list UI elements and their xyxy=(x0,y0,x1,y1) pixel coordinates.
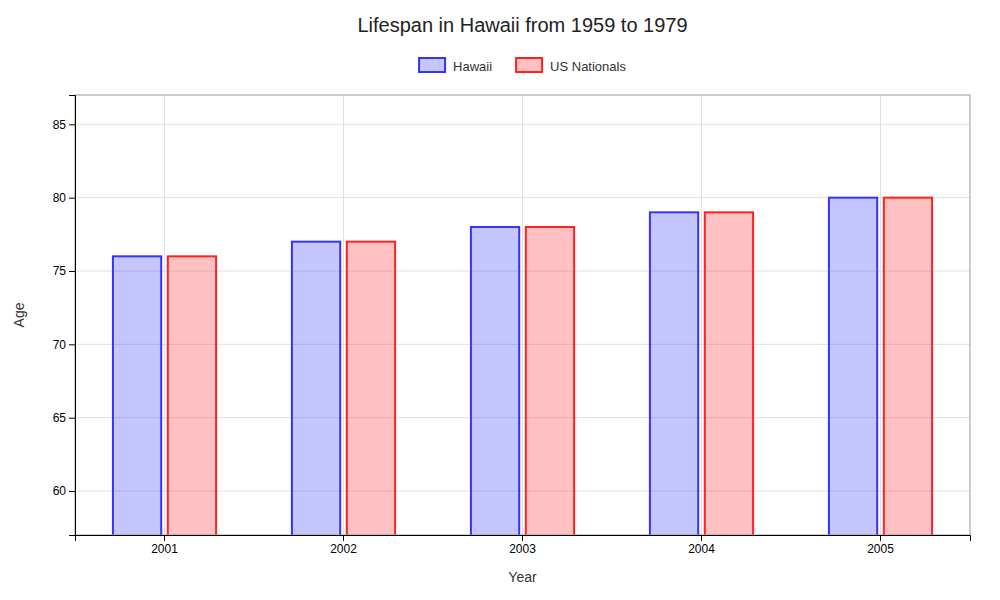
tick-label: 60 xyxy=(53,484,67,498)
grid-line-x xyxy=(164,95,165,535)
y-tick: 85 xyxy=(53,118,75,132)
bar xyxy=(884,198,932,535)
bar-series xyxy=(168,198,932,535)
y-tick: 70 xyxy=(53,338,75,352)
tick-mark xyxy=(880,535,881,541)
grid-line-x xyxy=(522,95,523,535)
tick-label: 2005 xyxy=(867,542,894,556)
bar-series xyxy=(113,198,877,535)
y-axis-label: Age xyxy=(11,302,27,327)
tick-label: 2001 xyxy=(151,542,178,556)
x-tick: 2003 xyxy=(509,535,536,556)
tick-label: 85 xyxy=(53,118,67,132)
bar xyxy=(829,198,877,535)
x-axis-label: Year xyxy=(508,569,537,585)
bar xyxy=(526,227,574,535)
tick-label: 65 xyxy=(53,411,67,425)
tick-mark xyxy=(69,271,75,272)
tick-label: 2003 xyxy=(509,542,536,556)
x-tick: 2001 xyxy=(151,535,178,556)
tick-mark xyxy=(701,535,702,541)
x-tick: 2002 xyxy=(330,535,357,556)
y-axis: 60 65 70 75 80 85 xyxy=(53,96,76,536)
tick-label: 70 xyxy=(53,338,67,352)
bar xyxy=(650,212,698,535)
bar xyxy=(113,256,161,535)
tick-label: 75 xyxy=(53,264,67,278)
bar xyxy=(347,242,395,535)
axis-line xyxy=(76,536,971,542)
legend-swatch xyxy=(516,58,542,72)
bar xyxy=(471,227,519,535)
plot-area: 2001 2002 2003 2004 2005 60 65 70 75 80 85 xyxy=(53,95,971,600)
legend-label: Hawaii xyxy=(453,59,492,74)
legend-item: Hawaii xyxy=(419,58,492,74)
tick-mark xyxy=(522,535,523,541)
axis-line xyxy=(69,96,76,536)
tick-mark xyxy=(69,491,75,492)
y-tick: 75 xyxy=(53,264,75,278)
tick-label: 80 xyxy=(53,191,67,205)
legend-item: US Nationals xyxy=(516,58,626,74)
tick-label: 2002 xyxy=(330,542,357,556)
tick-mark xyxy=(69,418,75,419)
bar xyxy=(168,256,216,535)
grid-line-x xyxy=(701,95,702,535)
legend-swatch xyxy=(419,58,445,72)
y-tick: 60 xyxy=(53,484,75,498)
x-tick: 2005 xyxy=(867,535,894,556)
grid-line-x xyxy=(343,95,344,535)
bar xyxy=(705,212,753,535)
legend: Hawaii US Nationals xyxy=(419,58,626,74)
grid-line-x xyxy=(880,95,881,535)
y-tick: 65 xyxy=(53,411,75,425)
x-axis: 2001 2002 2003 2004 2005 xyxy=(76,535,971,556)
tick-mark xyxy=(69,344,75,345)
title: Lifespan in Hawaii from 1959 to 1979 xyxy=(357,14,687,36)
bars xyxy=(113,198,932,535)
tick-label: 2004 xyxy=(688,542,715,556)
tick-mark xyxy=(164,535,165,541)
tick-mark xyxy=(69,198,75,199)
x-tick: 2004 xyxy=(688,535,715,556)
bar xyxy=(292,242,340,535)
chart: 2001 2002 2003 2004 2005 60 65 70 75 80 85 Lifespan… xyxy=(0,0,1000,600)
y-tick: 80 xyxy=(53,191,75,205)
tick-mark xyxy=(69,124,75,125)
tick-mark xyxy=(343,535,344,541)
legend-label: US Nationals xyxy=(550,59,626,74)
plot-frame xyxy=(75,95,970,535)
